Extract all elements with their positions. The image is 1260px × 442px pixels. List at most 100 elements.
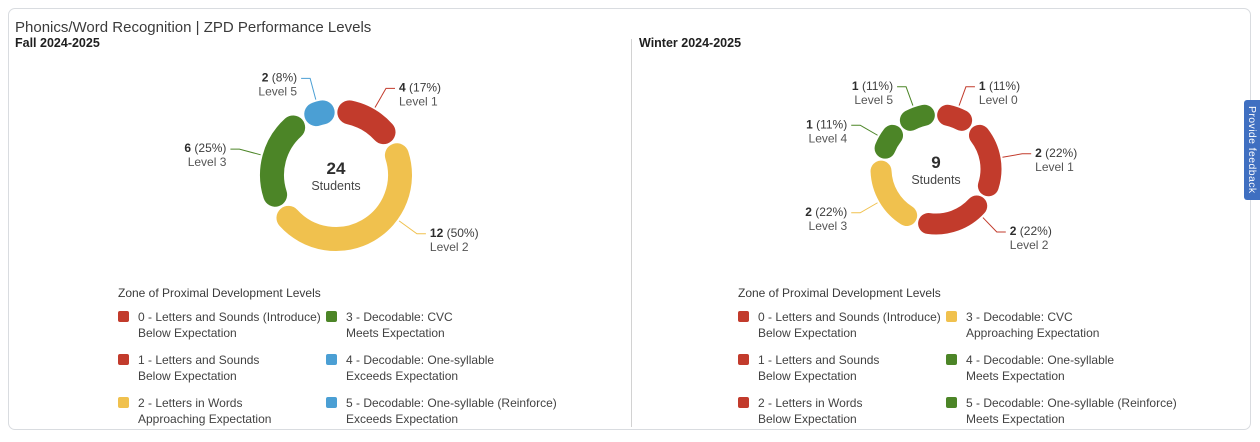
legend-item-text: 3 - Decodable: CVC Approaching Expectatio… [966, 309, 1099, 341]
legend-item[interactable]: 4 - Decodable: One-syllable Meets Expecta… [946, 352, 1238, 384]
slice-label-value: 6 (25%) [184, 141, 226, 155]
legend-swatch [946, 397, 957, 408]
legend-swatch [118, 311, 129, 322]
legend-item-line2: Below Expectation [758, 369, 857, 383]
legend-item-line2: Below Expectation [758, 412, 857, 426]
donut-slice-level-5[interactable] [304, 100, 335, 127]
legend-item-text: 5 - Decodable: One-syllable (Reinforce) M… [966, 395, 1177, 427]
legend-item-line1: 1 - Letters and Sounds [758, 353, 880, 367]
legend-item[interactable]: 4 - Decodable: One-syllable Exceeds Expec… [326, 352, 618, 384]
legend-fall: Zone of Proximal Development Levels 0 - L… [118, 286, 618, 438]
slice-label-value: 2 (8%) [262, 70, 297, 84]
donut-center-label: Students [911, 173, 960, 187]
donut-slice-level-3[interactable] [260, 115, 306, 207]
legend-item-line1: 5 - Decodable: One-syllable (Reinforce) [346, 396, 557, 410]
legend-swatch [118, 397, 129, 408]
legend-item-text: 2 - Letters in Words Below Expectation [758, 395, 862, 427]
slice-label-value: 12 (50%) [430, 226, 479, 240]
slice-label-value: 2 (22%) [1010, 224, 1052, 238]
legend-item-line2: Exceeds Expectation [346, 412, 459, 426]
legend-item-line1: 3 - Decodable: CVC [346, 310, 453, 324]
provide-feedback-button[interactable]: Provide feedback [1244, 100, 1260, 200]
legend-item-line2: Meets Expectation [966, 369, 1065, 383]
legend-title: Zone of Proximal Development Levels [118, 286, 321, 300]
slice-label-connector [851, 202, 878, 214]
slice-label-level: Level 3 [809, 219, 848, 233]
legend-item[interactable]: 1 - Letters and Sounds Below Expectation [118, 352, 326, 384]
slice-label-level: Level 2 [430, 240, 469, 254]
legend-item-text: 5 - Decodable: One-syllable (Reinforce) E… [346, 395, 557, 427]
slice-label-value: 1 (11%) [806, 117, 847, 131]
legend-item-line1: 5 - Decodable: One-syllable (Reinforce) [966, 396, 1177, 410]
donut-slice-level-5[interactable] [899, 104, 935, 131]
legend-item[interactable]: 3 - Decodable: CVC Approaching Expectatio… [946, 309, 1238, 341]
legend-item[interactable]: 3 - Decodable: CVC Meets Expectation [326, 309, 618, 341]
legend-item-text: 1 - Letters and Sounds Below Expectation [758, 352, 879, 384]
slice-label-level: Level 4 [809, 131, 848, 145]
slice-label-connector [1002, 153, 1032, 158]
donut-slice-level-2[interactable] [918, 195, 988, 235]
donut-slice-level-1[interactable] [968, 124, 1002, 197]
legend-item[interactable]: 5 - Decodable: One-syllable (Reinforce) M… [946, 395, 1238, 427]
legend-item-line1: 1 - Letters and Sounds [138, 353, 260, 367]
legend-item-text: 4 - Decodable: One-syllable Meets Expecta… [966, 352, 1114, 384]
slice-label-connector [897, 86, 914, 106]
slice-label-value: 2 (22%) [1035, 146, 1077, 160]
slice-label-connector [851, 124, 878, 136]
legend-item-text: 3 - Decodable: CVC Meets Expectation [346, 309, 453, 341]
legend-title: Zone of Proximal Development Levels [738, 286, 941, 300]
donut-slice-level-4[interactable] [874, 124, 904, 159]
legend-item-text: 0 - Letters and Sounds (Introduce) Below … [138, 309, 321, 341]
slice-label-connector [374, 87, 395, 108]
legend-item-line1: 2 - Letters in Words [138, 396, 243, 410]
legend-grid: 0 - Letters and Sounds (Introduce) Below … [118, 309, 618, 438]
donut-center-label: Students [311, 179, 360, 193]
section-divider [631, 39, 632, 427]
slice-label-level: Level 3 [188, 155, 227, 169]
legend-item-line1: 3 - Decodable: CVC [966, 310, 1073, 324]
legend-swatch [118, 354, 129, 365]
page-title: Phonics/Word Recognition | ZPD Performan… [15, 19, 372, 36]
legend-item-line2: Below Expectation [138, 326, 237, 340]
legend-swatch [946, 311, 957, 322]
legend-item[interactable]: 5 - Decodable: One-syllable (Reinforce) E… [326, 395, 618, 427]
legend-item[interactable]: 0 - Letters and Sounds (Introduce) Below … [738, 309, 946, 341]
slice-label-level: Level 5 [258, 84, 297, 98]
donut-slice-level-2[interactable] [276, 143, 412, 251]
slice-label-connector [301, 77, 317, 100]
legend-item-text: 1 - Letters and Sounds Below Expectation [138, 352, 259, 384]
slice-label-level: Level 2 [1010, 238, 1049, 252]
legend-item[interactable]: 2 - Letters in Words Approaching Expectat… [118, 395, 326, 427]
legend-grid: 0 - Letters and Sounds (Introduce) Below … [738, 309, 1238, 438]
legend-item[interactable]: 0 - Letters and Sounds (Introduce) Below … [118, 309, 326, 341]
slice-label-connector [230, 148, 261, 156]
performance-levels-card: Phonics/Word Recognition | ZPD Performan… [8, 8, 1251, 430]
legend-item-line2: Below Expectation [758, 326, 857, 340]
donut-center-value: 9 [931, 153, 940, 172]
slice-label-value: 4 (17%) [399, 80, 441, 94]
slice-label-value: 2 (22%) [805, 205, 847, 219]
donut-center-value: 24 [327, 159, 346, 178]
chart-title-fall: Fall 2024-2025 [15, 36, 100, 50]
legend-winter: Zone of Proximal Development Levels 0 - L… [738, 286, 1238, 438]
legend-swatch [326, 311, 337, 322]
donut-slice-level-0[interactable] [937, 104, 973, 131]
slice-label-value: 1 (11%) [852, 79, 893, 93]
slice-label-connector [982, 217, 1006, 233]
legend-item-line2: Exceeds Expectation [346, 369, 459, 383]
donut-charts-canvas: 4 (17%)Level 112 (50%)Level 26 (25%)Leve… [184, 70, 1077, 254]
legend-swatch [326, 397, 337, 408]
legend-item-text: 4 - Decodable: One-syllable Exceeds Expec… [346, 352, 494, 384]
legend-swatch [738, 354, 749, 365]
slice-label-level: Level 0 [979, 93, 1018, 107]
legend-item-line2: Below Expectation [138, 369, 237, 383]
donut-slice-level-1[interactable] [337, 100, 396, 145]
slice-label-connector [958, 86, 975, 106]
legend-item[interactable]: 2 - Letters in Words Below Expectation [738, 395, 946, 427]
slice-label-connector [398, 220, 426, 235]
donut-slice-level-3[interactable] [870, 160, 918, 227]
slice-label-value: 1 (11%) [979, 79, 1020, 93]
legend-swatch [738, 397, 749, 408]
legend-item-line2: Approaching Expectation [138, 412, 272, 426]
legend-item[interactable]: 1 - Letters and Sounds Below Expectation [738, 352, 946, 384]
